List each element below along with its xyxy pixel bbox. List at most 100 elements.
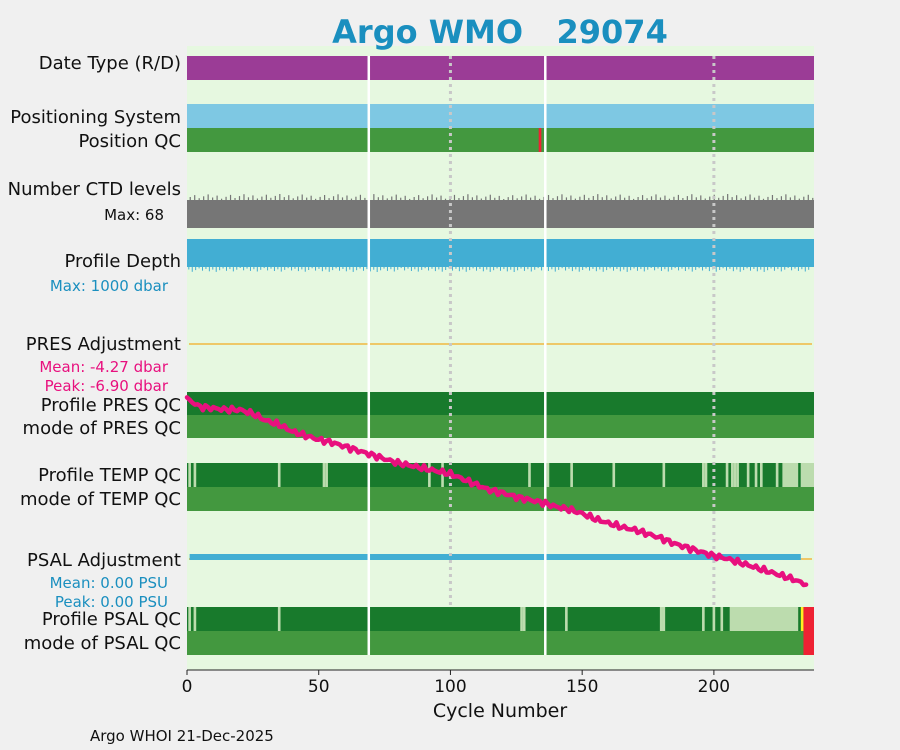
profile-depth-tick [510, 267, 512, 270]
temp-qc-light-mark [277, 463, 281, 487]
ctd-levels-tick [225, 196, 227, 200]
ctd-levels-tick [431, 194, 433, 200]
ctd-levels-tick [422, 198, 424, 200]
ctd-levels-tick [727, 194, 729, 200]
ctd-levels-tick [780, 196, 783, 200]
ctd-levels-tick [328, 198, 330, 200]
profile-depth-tick [602, 267, 604, 272]
profile-depth-tick [537, 267, 539, 269]
mode-psal-qc-bar [187, 631, 814, 655]
psal-qc-light-mark [277, 607, 281, 631]
ctd-levels-tick [552, 198, 554, 200]
gap-lines [367, 56, 547, 655]
chart-title: Argo WMO 29074 [332, 13, 668, 51]
profile-depth-tick [362, 267, 364, 271]
x-axis: 0 50 100 150 200 [182, 669, 814, 697]
profile-depth-tick [229, 267, 231, 270]
profile-depth-tick [215, 267, 217, 272]
ctd-levels-tick [749, 194, 751, 200]
profile-depth-tick [612, 267, 614, 271]
ctd-levels-tick [691, 194, 693, 200]
temp-qc-light-mark [325, 463, 328, 487]
ctd-levels-tick [570, 195, 572, 200]
ctd-levels-tick [758, 195, 760, 200]
ctd-levels-tick [619, 194, 621, 200]
ctd-levels-tick [767, 196, 769, 200]
ctd-levels-tick [641, 195, 644, 200]
ctd-levels-tick [561, 194, 563, 200]
profile-depth-tick [397, 267, 399, 270]
temp-qc-light-mark [193, 463, 197, 487]
profile-depth-tick [489, 267, 491, 272]
profile-depth-tick [722, 267, 724, 269]
ctd-levels-tick [659, 197, 662, 200]
footer-credit: Argo WHOI 21-Dec-2025 [90, 727, 274, 745]
ctd-levels-tick [409, 198, 411, 200]
profile-depth-tick [287, 267, 289, 269]
profile-depth-tick [208, 267, 210, 272]
profile-depth-tick [780, 267, 782, 272]
ctd-levels-tick [198, 198, 200, 200]
temp-qc-light-range [782, 463, 814, 487]
ctd-levels-tick [534, 195, 536, 200]
profile-depth-tick [599, 267, 601, 270]
ctd-levels-tick [686, 196, 688, 200]
ctd-levels-tick [583, 194, 585, 200]
ctd-levels-tick [503, 199, 505, 200]
profile-depth-tick [315, 267, 317, 271]
ctd-levels-tick [453, 194, 456, 200]
ctd-levels-tick [359, 194, 362, 200]
ctd-levels-tick [216, 195, 218, 200]
label-profile-temp-qc: Profile TEMP QC [38, 465, 181, 486]
temp-qc-light-mark [754, 463, 758, 487]
profile-depth-tick [188, 267, 190, 270]
profile-depth-tick [452, 267, 454, 271]
label-positioning: Positioning System [10, 107, 181, 128]
profile-depth-tick [472, 267, 474, 269]
temp-qc-mark [798, 463, 801, 487]
ctd-levels-tick [744, 196, 747, 200]
profile-depth-tick [534, 267, 536, 270]
ctd-levels-tick [507, 197, 509, 200]
ctd-levels-tick [574, 198, 576, 200]
profile-depth-tick [787, 267, 789, 268]
positioning-bar [187, 104, 814, 128]
profile-depth-tick [523, 267, 525, 271]
ctd-levels-tick [771, 195, 774, 200]
label-mode-pres-qc: mode of PRES QC [23, 418, 181, 439]
ctd-levels-tick [440, 195, 442, 200]
profile-depth-tick [746, 267, 748, 269]
psal-mode-bad-range [803, 631, 814, 655]
profile-depth-tick [760, 267, 762, 270]
profile-depth-tick [222, 267, 224, 269]
ctd-levels-tick [633, 198, 635, 200]
ctd-levels-tick [610, 198, 612, 200]
ctd-levels-tick [323, 195, 326, 200]
profile-depth-tick [630, 267, 632, 271]
label-profile-pres-qc: Profile PRES QC [41, 395, 181, 416]
psal-qc-light-mark [712, 607, 716, 631]
ctd-levels-tick [695, 197, 697, 200]
profile-depth-tick [623, 267, 625, 270]
ctd-levels-tick [789, 197, 791, 200]
profile-depth-tick [376, 267, 378, 272]
profile-depth-tick [667, 267, 669, 272]
ctd-levels-tick [400, 197, 402, 200]
profile-depth-tick [643, 267, 645, 272]
profile-depth-tick [517, 267, 519, 271]
profile-depth-tick [688, 267, 690, 270]
profile-depth-tick [356, 267, 358, 271]
ctd-levels-tick [615, 196, 617, 200]
profile-depth-tick [349, 267, 351, 270]
ctd-levels-tick [664, 195, 666, 200]
profile-depth-tick [513, 267, 515, 272]
profile-psal-qc-bar [187, 607, 814, 631]
ctd-levels-tick [588, 197, 590, 200]
ctd-levels-tick [288, 195, 290, 200]
mode-pres-qc-bar [187, 415, 814, 438]
ctd-levels-tick [279, 194, 281, 200]
ctd-levels-tick [373, 194, 375, 200]
label-profile-psal-qc: Profile PSAL QC [42, 609, 181, 630]
profile-depth-tick [294, 267, 296, 269]
profile-depth-tick [273, 267, 275, 271]
